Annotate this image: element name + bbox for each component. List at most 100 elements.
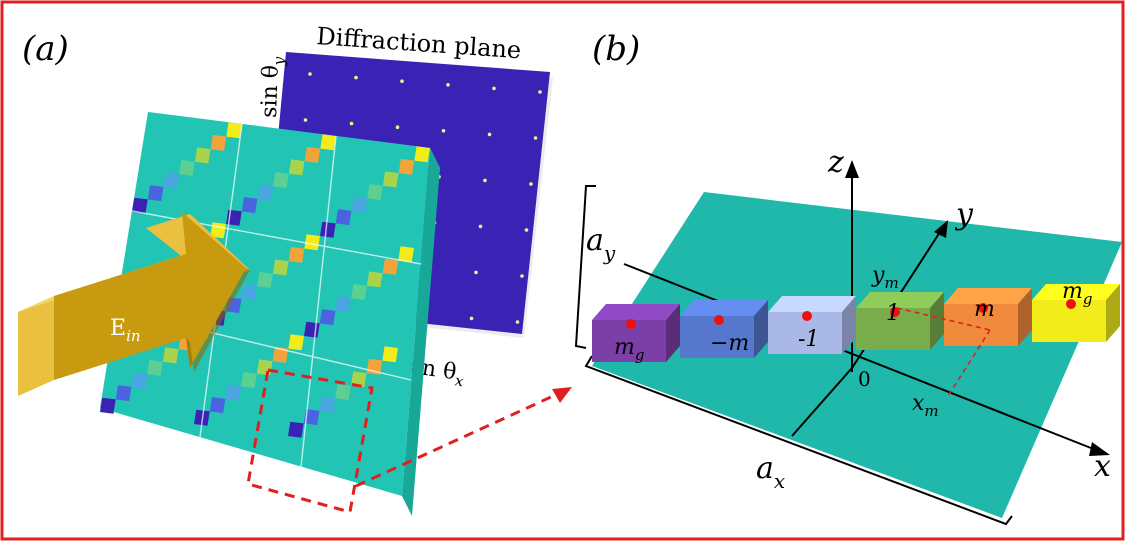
diffraction-spot xyxy=(478,224,483,229)
metasurface-pixel xyxy=(257,272,273,288)
diffraction-spot xyxy=(308,72,312,76)
diffraction-spot xyxy=(515,320,520,324)
diffraction-spot xyxy=(533,136,538,140)
diffraction-spot xyxy=(395,125,400,129)
phase-center-dot xyxy=(802,311,812,321)
phase-center-dot xyxy=(890,307,900,317)
metasurface-pixel xyxy=(304,234,320,251)
diffraction-spot xyxy=(469,316,474,321)
phase-center-dot xyxy=(714,315,724,325)
metasurface-pixel xyxy=(382,258,399,275)
metasurface-pixel xyxy=(162,347,179,364)
dimension-brackets xyxy=(574,185,1013,526)
block-label: 1 xyxy=(886,301,900,326)
panel-b-label: (b) xyxy=(592,29,640,69)
meta-atom-block: -1 xyxy=(768,296,856,354)
metasurface-pixel xyxy=(241,284,258,301)
metasurface-pixel xyxy=(194,147,211,164)
metasurface-pixel xyxy=(319,396,336,413)
metasurface-pixel xyxy=(272,259,289,276)
phase-center-dot xyxy=(1066,299,1076,309)
panel-a-label: (a) xyxy=(22,29,69,69)
metasurface-pixel xyxy=(163,172,180,189)
position-guides xyxy=(896,307,991,397)
metasurface-pixel xyxy=(304,146,321,163)
block-label: -1 xyxy=(798,327,819,352)
metasurface-pixel xyxy=(350,371,367,388)
phase-center-dot xyxy=(978,303,988,313)
zoom-arrowhead xyxy=(552,387,572,403)
block-label: −m xyxy=(710,331,749,356)
diffraction-spot xyxy=(524,228,529,232)
metasurface-pixel xyxy=(382,346,398,363)
diffraction-spot xyxy=(441,129,446,133)
metasurface-pixel xyxy=(288,421,304,438)
metasurface-pixel xyxy=(272,346,289,363)
svg-text:sin θy: sin θy xyxy=(257,56,288,119)
block-label: mg xyxy=(1062,279,1092,308)
origin-label: 0 xyxy=(858,367,871,391)
dimension-a-x: ax xyxy=(756,451,785,493)
metasurface-pixel xyxy=(414,146,430,163)
incident-field-label: Ein xyxy=(110,316,141,345)
metasurface-pixel xyxy=(256,359,273,376)
diffraction-spot xyxy=(400,79,404,83)
metasurface-pixel xyxy=(210,134,227,151)
x-axis-arrowhead xyxy=(1089,442,1110,456)
metasurface-pixel xyxy=(131,372,148,389)
highlighted-unit-cell xyxy=(246,368,374,514)
metasurface-pixel xyxy=(288,334,304,351)
axis-label-x: x xyxy=(1094,449,1111,484)
metasurface-pixel xyxy=(319,309,336,326)
meta-atom-block: 1 xyxy=(856,292,944,350)
incident-field-arrow xyxy=(18,212,250,396)
metasurface-pixel xyxy=(335,209,352,226)
block-label: mg xyxy=(614,335,644,364)
metasurface-pixel xyxy=(194,409,210,426)
y-axis-arrowhead xyxy=(934,220,948,238)
metasurface-pixel xyxy=(179,160,195,176)
diffraction-spot xyxy=(538,90,542,94)
metasurface-pixel xyxy=(320,221,336,238)
metasurface-pixel xyxy=(241,372,257,388)
phase-center-dot xyxy=(626,319,636,329)
diffraction-spot xyxy=(520,274,524,278)
metasurface-pixel xyxy=(303,409,320,426)
z-axis-arrowhead xyxy=(845,160,859,178)
metasurface-pixel xyxy=(382,171,399,188)
metasurface-pixel xyxy=(147,185,164,202)
meta-atom-block: mg xyxy=(1032,279,1120,342)
metasurface-pixel xyxy=(225,384,242,401)
meta-atom-block: −m xyxy=(680,300,768,358)
metasurface-pixel xyxy=(320,134,336,151)
label-y-m: ym xyxy=(871,263,899,292)
metasurface-pixel xyxy=(351,196,368,213)
label-x-m: xm xyxy=(912,391,939,420)
meta-atom-blocks: mg −m -1 1 m mg xyxy=(592,279,1120,364)
axis-label-y: y xyxy=(954,197,974,232)
metasurface-pixel xyxy=(288,246,305,263)
metasurface-pixel xyxy=(226,122,242,139)
metasurface-pixel xyxy=(351,284,367,300)
diffraction-spot xyxy=(474,270,478,275)
diffraction-spot xyxy=(303,118,308,122)
metasurface-pixel xyxy=(241,197,258,214)
metasurface-slab xyxy=(100,112,440,516)
metasurface-pixel xyxy=(398,158,415,175)
metasurface-pixel xyxy=(288,159,305,176)
metasurface-pixel xyxy=(367,184,383,200)
metasurface-pixel xyxy=(100,397,116,414)
diffraction-spot xyxy=(492,86,496,91)
meta-atom-block: m xyxy=(944,288,1032,346)
metasurface-pixel xyxy=(304,321,320,338)
diffraction-spot xyxy=(483,178,487,183)
metasurface-pixel xyxy=(132,197,148,214)
diffraction-spot xyxy=(529,182,533,186)
metasurface-pixel xyxy=(209,397,226,414)
meta-atom-block: mg xyxy=(592,304,680,364)
diffraction-spot xyxy=(446,83,450,87)
zoom-connector xyxy=(355,390,563,488)
dimension-a-y: ay xyxy=(586,223,616,265)
metasurface-pixel xyxy=(257,184,274,201)
